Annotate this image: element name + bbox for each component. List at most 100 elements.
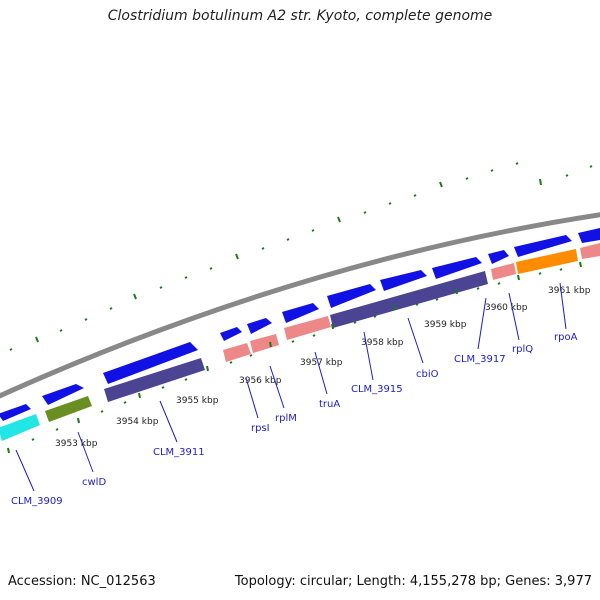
outer-tick [413, 194, 417, 197]
leader-line [269, 365, 285, 409]
leader-line [407, 317, 424, 364]
inner-tick [77, 417, 80, 424]
leader-line [559, 282, 567, 330]
outer-tick [589, 165, 593, 168]
gene-label: rpoA [554, 332, 578, 343]
inner-tick [353, 321, 357, 324]
leader-line [508, 292, 520, 341]
genome-summary-text: Topology: circular; Length: 4,155,278 bp… [234, 574, 592, 589]
inner-tick [55, 428, 59, 431]
inner-tick [455, 288, 458, 295]
inner-tick [538, 272, 542, 275]
pink-feature [580, 243, 600, 259]
gene-label: CLM_3909 [11, 496, 63, 507]
outer-tick [261, 247, 265, 250]
map-title: Clostridium botulinum A2 str. Kyoto, com… [107, 8, 493, 24]
outer-tick [539, 178, 542, 186]
cds-arrow [282, 303, 319, 323]
inner-tick [497, 282, 501, 285]
inner-tick [269, 341, 272, 348]
outer-tick [184, 276, 188, 279]
scale-label: 3957 kbp [300, 358, 343, 368]
outer-tick [286, 238, 290, 241]
reverse-strand-features [0, 243, 600, 441]
leader-line [314, 351, 328, 395]
outer-tick [565, 174, 569, 177]
outer-tick [439, 181, 443, 188]
scale-label: 3954 kbp [116, 417, 159, 427]
inner-tick [31, 438, 35, 441]
outer-tick [337, 216, 341, 223]
cyan-feature [0, 414, 40, 441]
inner-tick [476, 287, 480, 290]
inner-tick [206, 365, 209, 372]
scale-label: 3960 kbp [485, 303, 528, 313]
scale-label: 3958 kbp [361, 338, 404, 348]
leader-line [159, 400, 178, 443]
outer-tick [311, 229, 315, 232]
pink-feature [491, 263, 516, 280]
outer-tick [235, 253, 239, 260]
scale-label: 3955 kbp [176, 396, 219, 406]
cds-arrow [220, 327, 242, 341]
inner-tick [331, 323, 334, 330]
inner-tick [184, 378, 188, 381]
orange-feature [516, 249, 578, 274]
inner-tick [249, 354, 253, 357]
inner-tick [291, 340, 295, 343]
outer-tick [109, 307, 113, 310]
inner-tick [100, 410, 104, 413]
forward-strand-features [0, 228, 600, 421]
leader-line [477, 297, 487, 350]
cds-arrow [488, 250, 509, 264]
outer-tick [159, 286, 163, 289]
inner-tick [229, 361, 233, 364]
cds-arrow [380, 270, 427, 291]
cds-arrow [514, 235, 572, 257]
leader-line [15, 449, 35, 492]
outer-tick [363, 211, 367, 214]
outer-tick [84, 318, 88, 321]
dark-cds [330, 271, 488, 328]
leader-line [245, 377, 259, 419]
inner-tick [517, 274, 520, 281]
scale-label: 3961 kbp [548, 286, 591, 296]
leader-line [363, 331, 374, 381]
outer-tick [133, 293, 137, 300]
outer-tick [59, 329, 63, 332]
gene-label: CLM_3917 [454, 354, 506, 365]
cds-arrow [432, 257, 482, 279]
inner-tick [415, 303, 419, 306]
gene-label: rplM [275, 413, 297, 424]
outer-tick [35, 336, 39, 343]
outer-tick [388, 202, 392, 205]
cds-arrow [247, 318, 272, 334]
outer-tick [9, 348, 13, 351]
accession-text: Accession: NC_012563 [8, 574, 156, 589]
dark-cds [104, 358, 205, 402]
scale-labels: 3953 kbp 3954 kbp 3955 kbp 3956 kbp 3957… [55, 286, 591, 449]
gene-label: truA [319, 399, 340, 410]
pink-feature [284, 316, 331, 340]
outer-tick [465, 177, 469, 180]
cds-arrow [42, 384, 84, 405]
genome-backbone [0, 212, 600, 399]
scale-label: 3959 kbp [424, 320, 467, 330]
gene-label: rplQ [512, 344, 533, 355]
inner-tick [579, 261, 582, 268]
gene-label: CLM_3915 [351, 384, 403, 395]
cds-arrow [103, 342, 198, 384]
pink-feature [223, 343, 251, 362]
pink-feature [250, 334, 279, 353]
gene-label: cbiO [416, 369, 439, 380]
gene-label: CLM_3911 [153, 447, 205, 458]
outer-tick [209, 267, 213, 270]
inner-tick-track [7, 261, 582, 454]
inner-tick [559, 268, 563, 271]
inner-tick [123, 401, 127, 404]
scale-label: 3953 kbp [55, 439, 98, 449]
outer-tick [515, 162, 519, 165]
cds-arrow [0, 404, 31, 421]
inner-tick [161, 386, 165, 389]
